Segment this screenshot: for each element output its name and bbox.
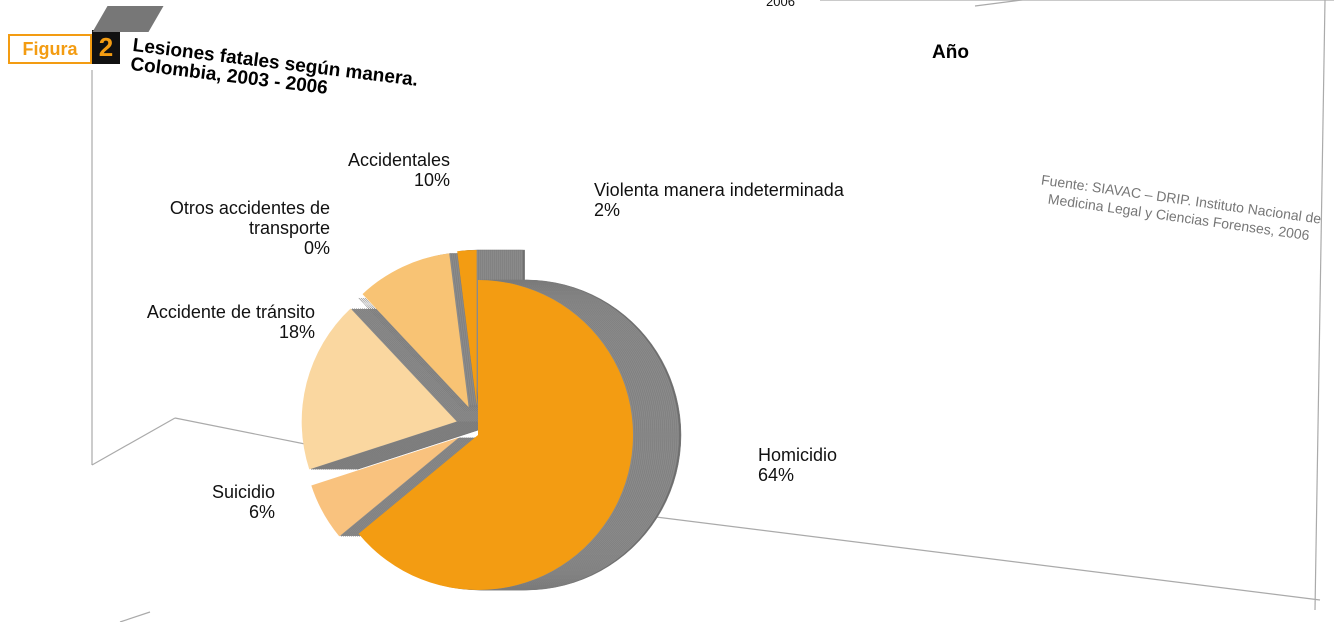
category-label: Otros accidentes de transporte — [169, 198, 330, 238]
value-label: 0% — [303, 238, 330, 258]
value-label: 10% — [413, 170, 450, 190]
slice — [362, 253, 469, 408]
category-label: Accidentales — [347, 150, 450, 170]
top-label: 2006 — [766, 0, 795, 9]
category-label: Homicidio — [758, 445, 838, 465]
pie — [301, 249, 682, 591]
slice — [301, 308, 457, 470]
figure-number: 2 — [92, 30, 120, 64]
data-label: Accidentales 10% — [300, 150, 450, 190]
perspective-lines — [91, 0, 1334, 622]
slice-side — [360, 297, 468, 412]
category-label: Accidente de tránsito — [146, 302, 315, 322]
value-label: 2% — [594, 200, 621, 220]
slice-side — [358, 297, 466, 412]
data-label: Suicidio 6% — [200, 482, 275, 522]
slice-side — [364, 297, 472, 412]
slice — [457, 250, 477, 406]
data-label: Violenta manera indeterminada 2% — [594, 180, 914, 220]
category-label: Violenta manera indeterminada — [594, 180, 844, 200]
slice-side — [362, 297, 470, 412]
category-label: Suicidio — [211, 482, 275, 502]
data-label: Homicidio 64% — [758, 445, 878, 485]
data-label: Accidente de tránsito 18% — [60, 302, 315, 342]
value-label: 6% — [248, 502, 275, 522]
value-label: 64% — [758, 465, 795, 485]
slice — [358, 280, 633, 591]
slice — [356, 297, 463, 411]
slice — [311, 437, 459, 537]
value-label: 18% — [278, 322, 315, 342]
data-label: Otros accidentes de transporte 0% — [130, 198, 330, 258]
axis-label: Año — [932, 42, 969, 63]
figure-label: Figura — [8, 34, 92, 64]
